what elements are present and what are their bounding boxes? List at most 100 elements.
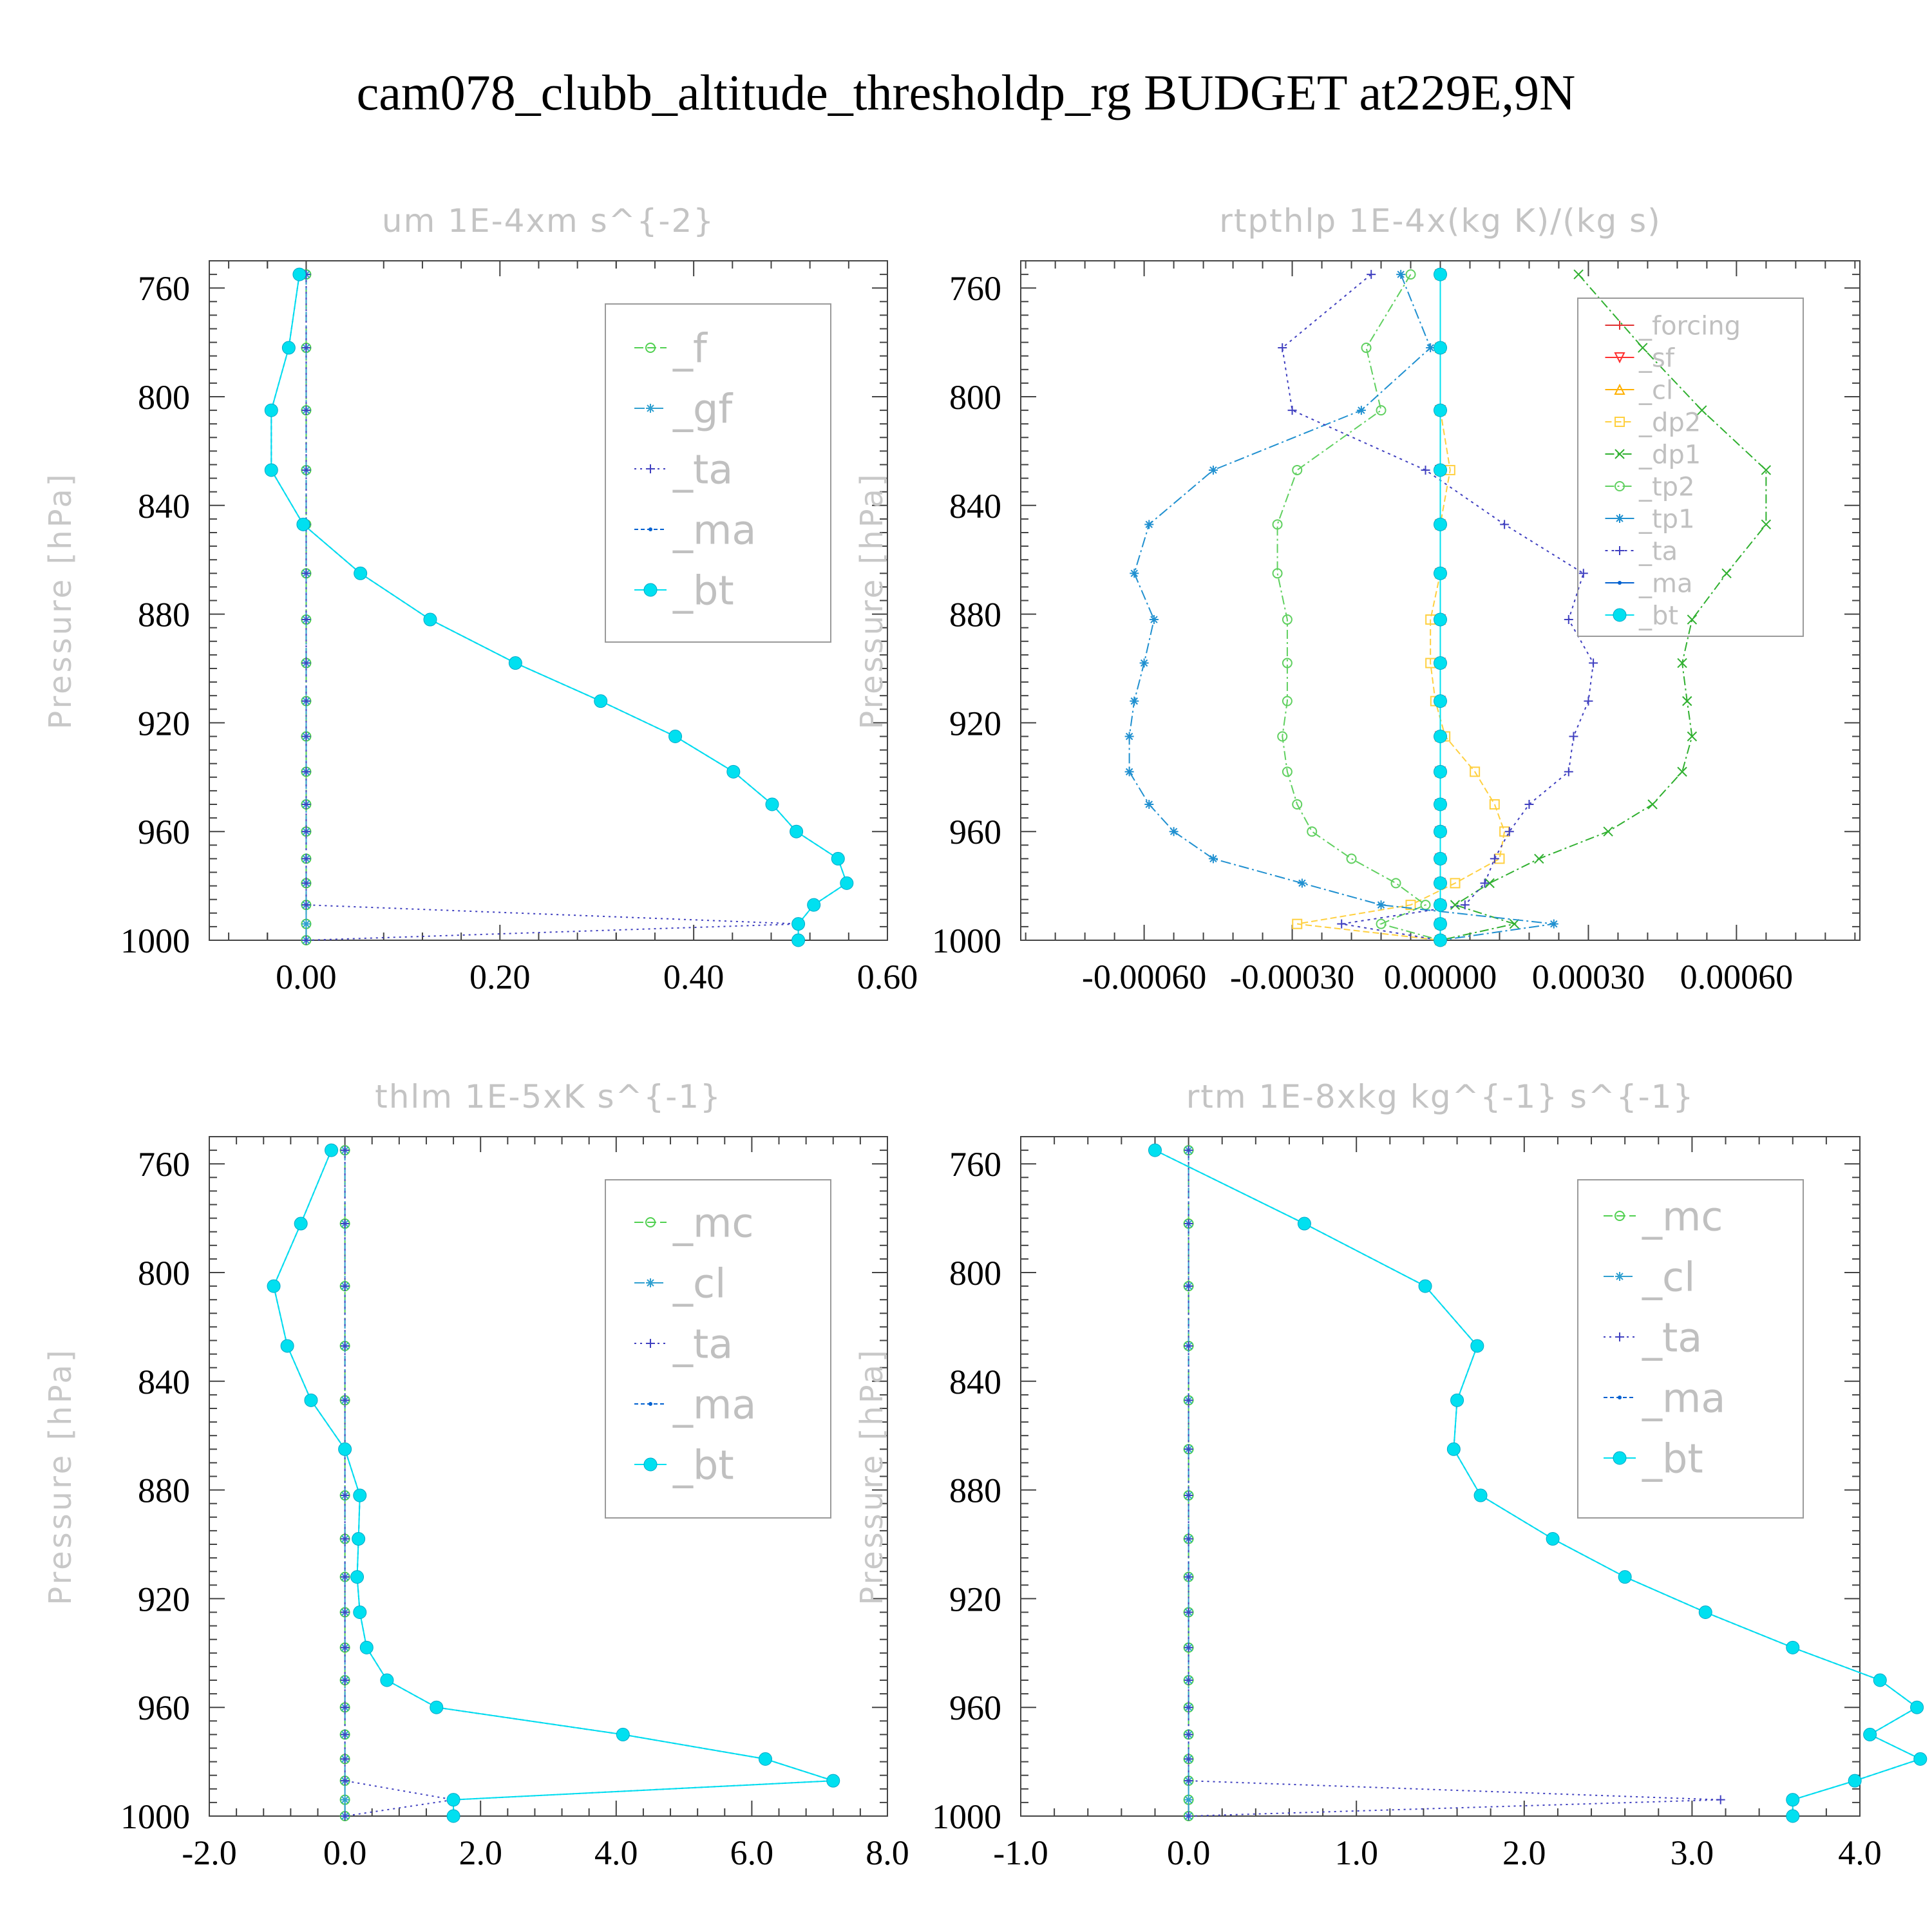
data-point: [1434, 797, 1447, 811]
data-point: [301, 767, 311, 777]
data-point: [340, 1534, 350, 1544]
y-tick-label: 840: [949, 487, 1001, 526]
legend-marker: [1614, 352, 1625, 364]
x-tick-label: -0.00030: [1230, 958, 1354, 996]
data-point: [1524, 800, 1534, 809]
data-point: [264, 463, 278, 477]
data-point: [1130, 696, 1139, 706]
data-point: [1282, 696, 1293, 706]
data-point: [294, 1217, 308, 1231]
data-point: [1282, 766, 1293, 777]
x-tick-label: 8.0: [866, 1833, 909, 1872]
legend-label: _tp2: [1638, 472, 1695, 502]
data-point: [1272, 568, 1283, 579]
series-line: [270, 274, 848, 940]
series-line: [1282, 274, 1595, 941]
x-tick-label: 1.0: [1334, 1833, 1378, 1872]
x-tick-label: 0.0: [1167, 1833, 1211, 1872]
panel-4: rtm 1E-8xkg kg^{-1} s^{-1} Pressure [hPa]…: [854, 1078, 1927, 1872]
y-tick-label: 880: [138, 1472, 190, 1510]
data-point: [359, 1640, 374, 1654]
data-point: [340, 1396, 350, 1405]
legend-box: [605, 1179, 831, 1519]
legend-label: _dp2: [1638, 408, 1701, 437]
data-point: [1697, 405, 1707, 415]
y-tick-label: 960: [138, 1689, 190, 1727]
series-line: [1276, 274, 1441, 941]
data-point: [1638, 343, 1648, 353]
data-point: [1124, 767, 1134, 777]
data-point: [301, 569, 311, 578]
y-tick-label: 800: [949, 378, 1001, 417]
legend-label: _bt: [1642, 1435, 1703, 1482]
data-point: [1292, 918, 1303, 929]
x-tick-label: 4.0: [594, 1833, 638, 1872]
data-point: [446, 1793, 460, 1807]
legend-label: _cl: [1638, 375, 1673, 405]
y-tick-label: 800: [949, 1254, 1001, 1293]
data-point: [1287, 406, 1297, 415]
data-point: [340, 1572, 350, 1582]
panel-title: um 1E-4xm s^{-2}: [382, 202, 715, 240]
legend-label: _mc: [672, 1199, 753, 1246]
series-line: [1155, 1150, 1922, 1816]
legend-marker: [1615, 321, 1624, 330]
data-point: [1434, 267, 1447, 281]
legend-marker: [1614, 383, 1625, 395]
y-tick-label: 760: [949, 1145, 1001, 1184]
data-point: [301, 919, 311, 929]
legend-box: [605, 303, 831, 643]
data-point: [380, 1673, 394, 1687]
data-point: [668, 730, 683, 743]
legend-marker: [1615, 417, 1625, 427]
y-tick-label: 800: [138, 378, 190, 417]
legend-marker: [646, 404, 655, 413]
data-point: [1297, 878, 1307, 888]
data-point: [1376, 918, 1387, 929]
data-point: [840, 876, 854, 890]
x-tick-label: 4.0: [1838, 1833, 1882, 1872]
series-dp2: [1292, 269, 1510, 945]
data-point: [1480, 878, 1490, 888]
series-ta: [1184, 1146, 1725, 1821]
data-point: [508, 656, 522, 670]
y-tick-label: 880: [138, 596, 190, 634]
legend-marker: [643, 1457, 658, 1472]
x-tick-label: 6.0: [730, 1833, 774, 1872]
data-point: [1677, 766, 1687, 777]
series-line: [272, 1150, 834, 1816]
data-point: [1184, 1491, 1193, 1501]
data-point: [1450, 878, 1461, 889]
y-axis-label: Pressure [hPa]: [43, 471, 79, 729]
data-point: [1282, 658, 1293, 668]
data-point: [340, 1146, 350, 1155]
data-point: [1367, 270, 1376, 279]
data-point: [1337, 919, 1347, 929]
legend-marker: [646, 1278, 655, 1287]
data-point: [1446, 1442, 1461, 1456]
x-tick-label: 2.0: [459, 1833, 502, 1872]
legend-box: [1577, 1179, 1804, 1519]
data-point: [1144, 520, 1154, 529]
legend-label: _forcing: [1638, 311, 1741, 341]
legend-label: _ma: [672, 506, 756, 553]
data-point: [281, 341, 296, 355]
legend: _forcing_sf_cl _dp2 _dp1 _tp2_tp1_ta _ma _bt: [1577, 298, 1804, 637]
data-point: [791, 933, 806, 947]
legend-marker: [649, 527, 652, 531]
data-point: [338, 1442, 352, 1456]
legend-label: _mc: [1642, 1193, 1723, 1240]
data-point: [301, 800, 311, 809]
data-point: [340, 1754, 350, 1764]
data-point: [1184, 1444, 1193, 1454]
legend-marker: [1615, 1332, 1624, 1341]
data-point: [1647, 799, 1658, 810]
plot-frame: [209, 260, 888, 941]
data-point: [594, 694, 608, 708]
data-point: [1434, 341, 1447, 355]
x-tick-label: -1.0: [993, 1833, 1048, 1872]
x-tick-label: 0.40: [663, 958, 724, 996]
data-point: [1434, 851, 1447, 866]
legend-box: [1577, 298, 1804, 637]
data-point: [340, 1643, 350, 1653]
